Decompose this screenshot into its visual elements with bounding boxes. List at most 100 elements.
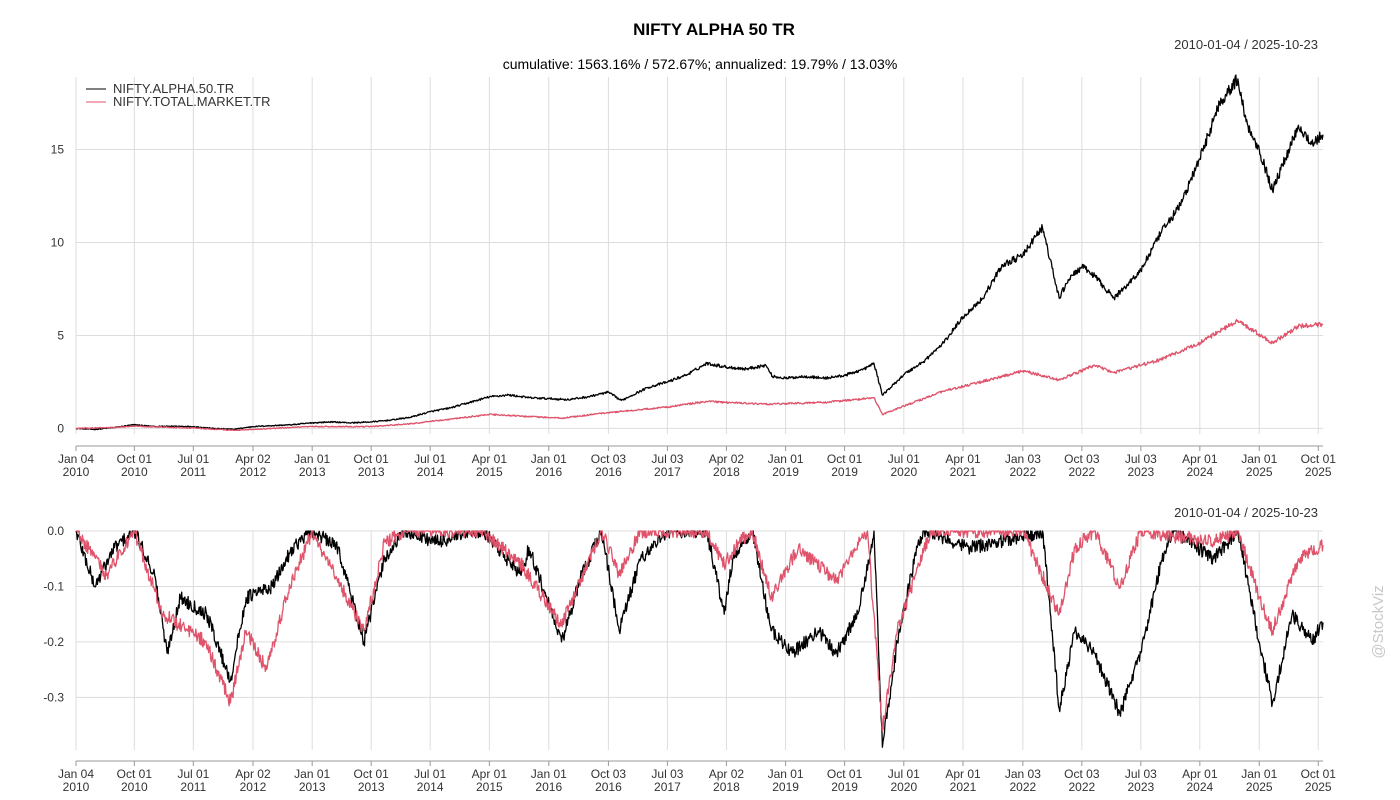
x-tick-label: Jul 03 — [651, 452, 683, 466]
x-tick-label-year: 2017 — [654, 465, 681, 479]
x-tick-label-year: 2025 — [1305, 780, 1332, 794]
x-tick-label: Jul 01 — [888, 452, 920, 466]
x-tick-label: Jul 03 — [1125, 767, 1157, 781]
x-tick-label: Apr 02 — [235, 452, 271, 466]
x-tick-label-year: 2010 — [121, 780, 148, 794]
x-tick-label: Oct 03 — [591, 452, 627, 466]
y-tick-label: 15 — [51, 143, 65, 157]
x-tick-label-year: 2019 — [831, 465, 858, 479]
series-line-total-market — [75, 530, 1324, 732]
legend: NIFTY.ALPHA.50.TR NIFTY.TOTAL.MARKET.TR — [86, 81, 270, 109]
x-tick-label: Jan 01 — [531, 767, 567, 781]
bottom-date-range: 2010-01-04 / 2025-10-23 — [1174, 505, 1318, 520]
x-tick-label-year: 2014 — [417, 780, 444, 794]
x-tick-label: Oct 01 — [117, 452, 153, 466]
x-tick-label: Jan 03 — [1005, 452, 1041, 466]
x-tick-label-year: 2015 — [476, 780, 503, 794]
x-tick-label-year: 2015 — [476, 465, 503, 479]
x-tick-label: Jan 01 — [294, 452, 330, 466]
x-tick-label-year: 2019 — [772, 780, 799, 794]
x-tick-label-year: 2011 — [180, 780, 206, 794]
legend-label-alpha: NIFTY.ALPHA.50.TR — [113, 81, 234, 96]
x-tick-label-year: 2022 — [1010, 780, 1037, 794]
x-tick-label-year: 2018 — [713, 780, 740, 794]
x-tick-label: Apr 01 — [1182, 452, 1218, 466]
y-tick-label: 5 — [57, 328, 64, 342]
x-tick-label: Oct 01 — [1301, 452, 1337, 466]
x-tick-label-year: 2013 — [358, 465, 385, 479]
x-tick-label-year: 2025 — [1246, 780, 1273, 794]
x-tick-label: Jul 03 — [1125, 452, 1157, 466]
x-tick-label: Apr 01 — [1182, 767, 1218, 781]
x-tick-label: Oct 01 — [117, 767, 153, 781]
x-tick-label: Jan 03 — [1005, 767, 1041, 781]
legend-label-total-market: NIFTY.TOTAL.MARKET.TR — [113, 94, 270, 109]
series-line-alpha — [75, 74, 1324, 431]
x-tick-label-year: 2016 — [535, 465, 562, 479]
series-line-alpha — [75, 530, 1324, 748]
x-tick-label: Oct 03 — [591, 767, 627, 781]
x-tick-label-year: 2010 — [121, 465, 148, 479]
x-tick-label-year: 2012 — [240, 465, 267, 479]
chart-title: NIFTY ALPHA 50 TR — [633, 20, 795, 39]
watermark: @StockViz — [1370, 585, 1387, 658]
x-tick-label-year: 2024 — [1186, 465, 1213, 479]
x-tick-label-year: 2013 — [299, 465, 326, 479]
x-tick-label: Jan 01 — [768, 452, 804, 466]
x-tick-label: Jan 01 — [768, 767, 804, 781]
x-tick-label: Jan 01 — [1241, 767, 1277, 781]
x-tick-label: Oct 03 — [1064, 452, 1100, 466]
x-tick-label-year: 2013 — [299, 780, 326, 794]
x-tick-label-year: 2016 — [595, 780, 622, 794]
x-tick-label-year: 2022 — [1069, 780, 1096, 794]
x-tick-label: Apr 01 — [945, 767, 981, 781]
y-tick-label: -0.2 — [43, 635, 64, 649]
x-tick-label-year: 2025 — [1246, 465, 1273, 479]
x-tick-label-year: 2020 — [890, 465, 917, 479]
x-tick-label: Jan 04 — [58, 767, 94, 781]
x-tick-label-year: 2022 — [1069, 465, 1096, 479]
y-tick-label: 0 — [57, 421, 64, 435]
x-tick-label-year: 2022 — [1010, 465, 1037, 479]
x-tick-label: Oct 01 — [353, 452, 389, 466]
x-tick-label-year: 2020 — [890, 780, 917, 794]
x-tick-label: Jul 01 — [888, 767, 920, 781]
x-tick-label: Apr 02 — [709, 452, 745, 466]
x-tick-label: Oct 01 — [1301, 767, 1337, 781]
x-tick-label: Apr 02 — [235, 767, 271, 781]
x-tick-label-year: 2021 — [950, 780, 977, 794]
x-tick-label: Apr 02 — [709, 767, 745, 781]
x-tick-label: Jul 01 — [177, 452, 209, 466]
y-tick-label: 0.0 — [47, 524, 64, 538]
x-tick-label-year: 2025 — [1305, 465, 1332, 479]
x-tick-label-year: 2014 — [417, 465, 444, 479]
x-tick-label: Jul 03 — [651, 767, 683, 781]
chart-subtitle: cumulative: 1563.16% / 572.67%; annualiz… — [503, 56, 898, 72]
x-tick-label: Jan 01 — [1241, 452, 1277, 466]
x-tick-label: Jan 01 — [294, 767, 330, 781]
x-tick-label: Apr 01 — [945, 452, 981, 466]
x-tick-label: Apr 01 — [472, 452, 508, 466]
x-tick-label: Apr 01 — [472, 767, 508, 781]
x-tick-label: Oct 01 — [827, 452, 863, 466]
top-date-range: 2010-01-04 / 2025-10-23 — [1174, 37, 1318, 52]
y-tick-label: -0.1 — [43, 579, 64, 593]
x-tick-label-year: 2013 — [358, 780, 385, 794]
y-tick-label: -0.3 — [43, 690, 64, 704]
x-tick-label-year: 2016 — [535, 780, 562, 794]
x-tick-label-year: 2023 — [1127, 780, 1154, 794]
x-tick-label: Oct 01 — [827, 767, 863, 781]
x-tick-label-year: 2012 — [240, 780, 267, 794]
x-tick-label: Oct 01 — [353, 767, 389, 781]
x-tick-label: Jul 01 — [177, 767, 209, 781]
x-tick-label-year: 2024 — [1186, 780, 1213, 794]
x-tick-label: Jan 01 — [531, 452, 567, 466]
x-tick-label-year: 2018 — [713, 465, 740, 479]
x-tick-label: Jul 01 — [414, 452, 446, 466]
x-tick-label: Jan 04 — [58, 452, 94, 466]
x-tick-label-year: 2019 — [831, 780, 858, 794]
